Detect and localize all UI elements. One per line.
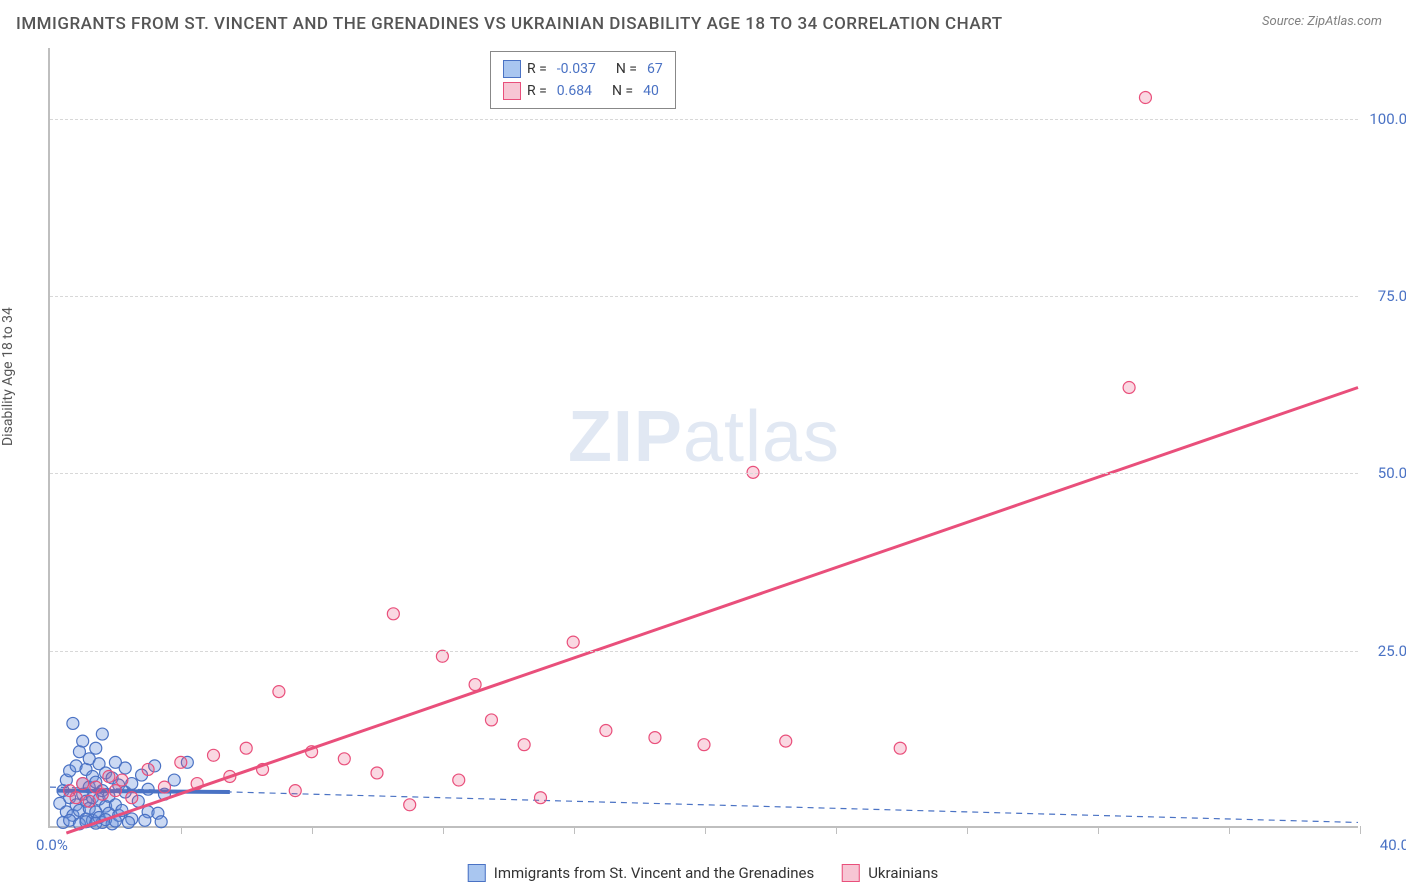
data-point xyxy=(122,816,134,828)
data-point xyxy=(67,717,79,729)
data-point xyxy=(142,763,154,775)
x-tick xyxy=(705,826,706,834)
x-axis-max-label: 40.0% xyxy=(1380,836,1406,854)
legend-swatch xyxy=(503,60,521,78)
data-point xyxy=(109,785,121,797)
data-point xyxy=(469,679,481,691)
data-point xyxy=(404,799,416,811)
x-tick xyxy=(1098,826,1099,834)
trendline xyxy=(50,787,1358,822)
legend-item: Ukrainians xyxy=(842,864,938,882)
legend-r-value: 0.684 xyxy=(557,80,592,102)
trendline-emphasis xyxy=(57,791,230,792)
y-tick-label: 75.0% xyxy=(1363,287,1406,305)
legend-label: Immigrants from St. Vincent and the Gren… xyxy=(494,864,814,882)
data-point xyxy=(485,714,497,726)
data-point xyxy=(649,732,661,744)
legend-n-value: 40 xyxy=(643,80,659,102)
data-point xyxy=(436,650,448,662)
data-point xyxy=(96,728,108,740)
data-point xyxy=(96,788,108,800)
x-tick xyxy=(967,826,968,834)
data-point xyxy=(273,686,285,698)
data-point xyxy=(567,636,579,648)
x-tick xyxy=(312,826,313,834)
gridline xyxy=(50,296,1358,297)
x-tick xyxy=(574,826,575,834)
x-axis-origin-label: 0.0% xyxy=(36,836,68,854)
data-point xyxy=(90,742,102,754)
data-point xyxy=(698,739,710,751)
data-point xyxy=(747,466,759,478)
data-point xyxy=(126,792,138,804)
data-point xyxy=(103,771,115,783)
x-tick xyxy=(1360,826,1361,834)
data-point xyxy=(1139,92,1151,104)
legend-r-label: R = xyxy=(527,80,547,102)
legend-bottom: Immigrants from St. Vincent and the Gren… xyxy=(468,864,939,882)
data-point xyxy=(387,608,399,620)
legend-swatch xyxy=(842,864,860,882)
legend-row: R = 0.684 N = 40 xyxy=(503,80,663,102)
legend-swatch xyxy=(468,864,486,882)
data-point xyxy=(119,762,131,774)
legend-stats: R = -0.037 N = 67 R = 0.684 N = 40 xyxy=(490,51,676,109)
chart-svg xyxy=(50,48,1358,826)
data-point xyxy=(338,753,350,765)
data-point xyxy=(83,795,95,807)
plot-area: ZIPatlas 0.0% 40.0% 25.0%50.0%75.0%100.0… xyxy=(48,48,1358,828)
data-point xyxy=(894,742,906,754)
data-point xyxy=(780,735,792,747)
data-point xyxy=(175,756,187,768)
y-tick-label: 100.0% xyxy=(1363,110,1406,128)
gridline xyxy=(50,651,1358,652)
data-point xyxy=(1123,382,1135,394)
data-point xyxy=(535,792,547,804)
chart-title: IMMIGRANTS FROM ST. VINCENT AND THE GREN… xyxy=(16,14,1003,34)
source-attribution: Source: ZipAtlas.com xyxy=(1262,14,1382,29)
legend-row: R = -0.037 N = 67 xyxy=(503,58,663,80)
data-point xyxy=(240,742,252,754)
x-tick xyxy=(181,826,182,834)
legend-r-value: -0.037 xyxy=(557,58,596,80)
data-point xyxy=(208,749,220,761)
legend-r-label: R = xyxy=(527,58,547,80)
x-tick xyxy=(443,826,444,834)
data-point xyxy=(600,725,612,737)
data-point xyxy=(518,739,530,751)
legend-swatch xyxy=(503,82,521,100)
data-point xyxy=(371,767,383,779)
data-point xyxy=(139,814,151,826)
data-point xyxy=(77,735,89,747)
y-axis-title: Disability Age 18 to 34 xyxy=(0,307,16,446)
gridline xyxy=(50,473,1358,474)
trendline xyxy=(66,387,1358,833)
legend-item: Immigrants from St. Vincent and the Gren… xyxy=(468,864,814,882)
x-tick xyxy=(836,826,837,834)
legend-n-value: 67 xyxy=(647,58,663,80)
data-point xyxy=(77,778,89,790)
y-tick-label: 50.0% xyxy=(1363,464,1406,482)
y-tick-label: 25.0% xyxy=(1363,642,1406,660)
gridline xyxy=(50,119,1358,120)
legend-label: Ukrainians xyxy=(868,864,938,882)
data-point xyxy=(155,816,167,828)
data-point xyxy=(453,774,465,786)
data-point xyxy=(116,774,128,786)
legend-n-label: N = xyxy=(612,80,633,102)
data-point xyxy=(70,792,82,804)
legend-n-label: N = xyxy=(616,58,637,80)
x-tick xyxy=(1229,826,1230,834)
data-point xyxy=(158,781,170,793)
data-point xyxy=(289,785,301,797)
